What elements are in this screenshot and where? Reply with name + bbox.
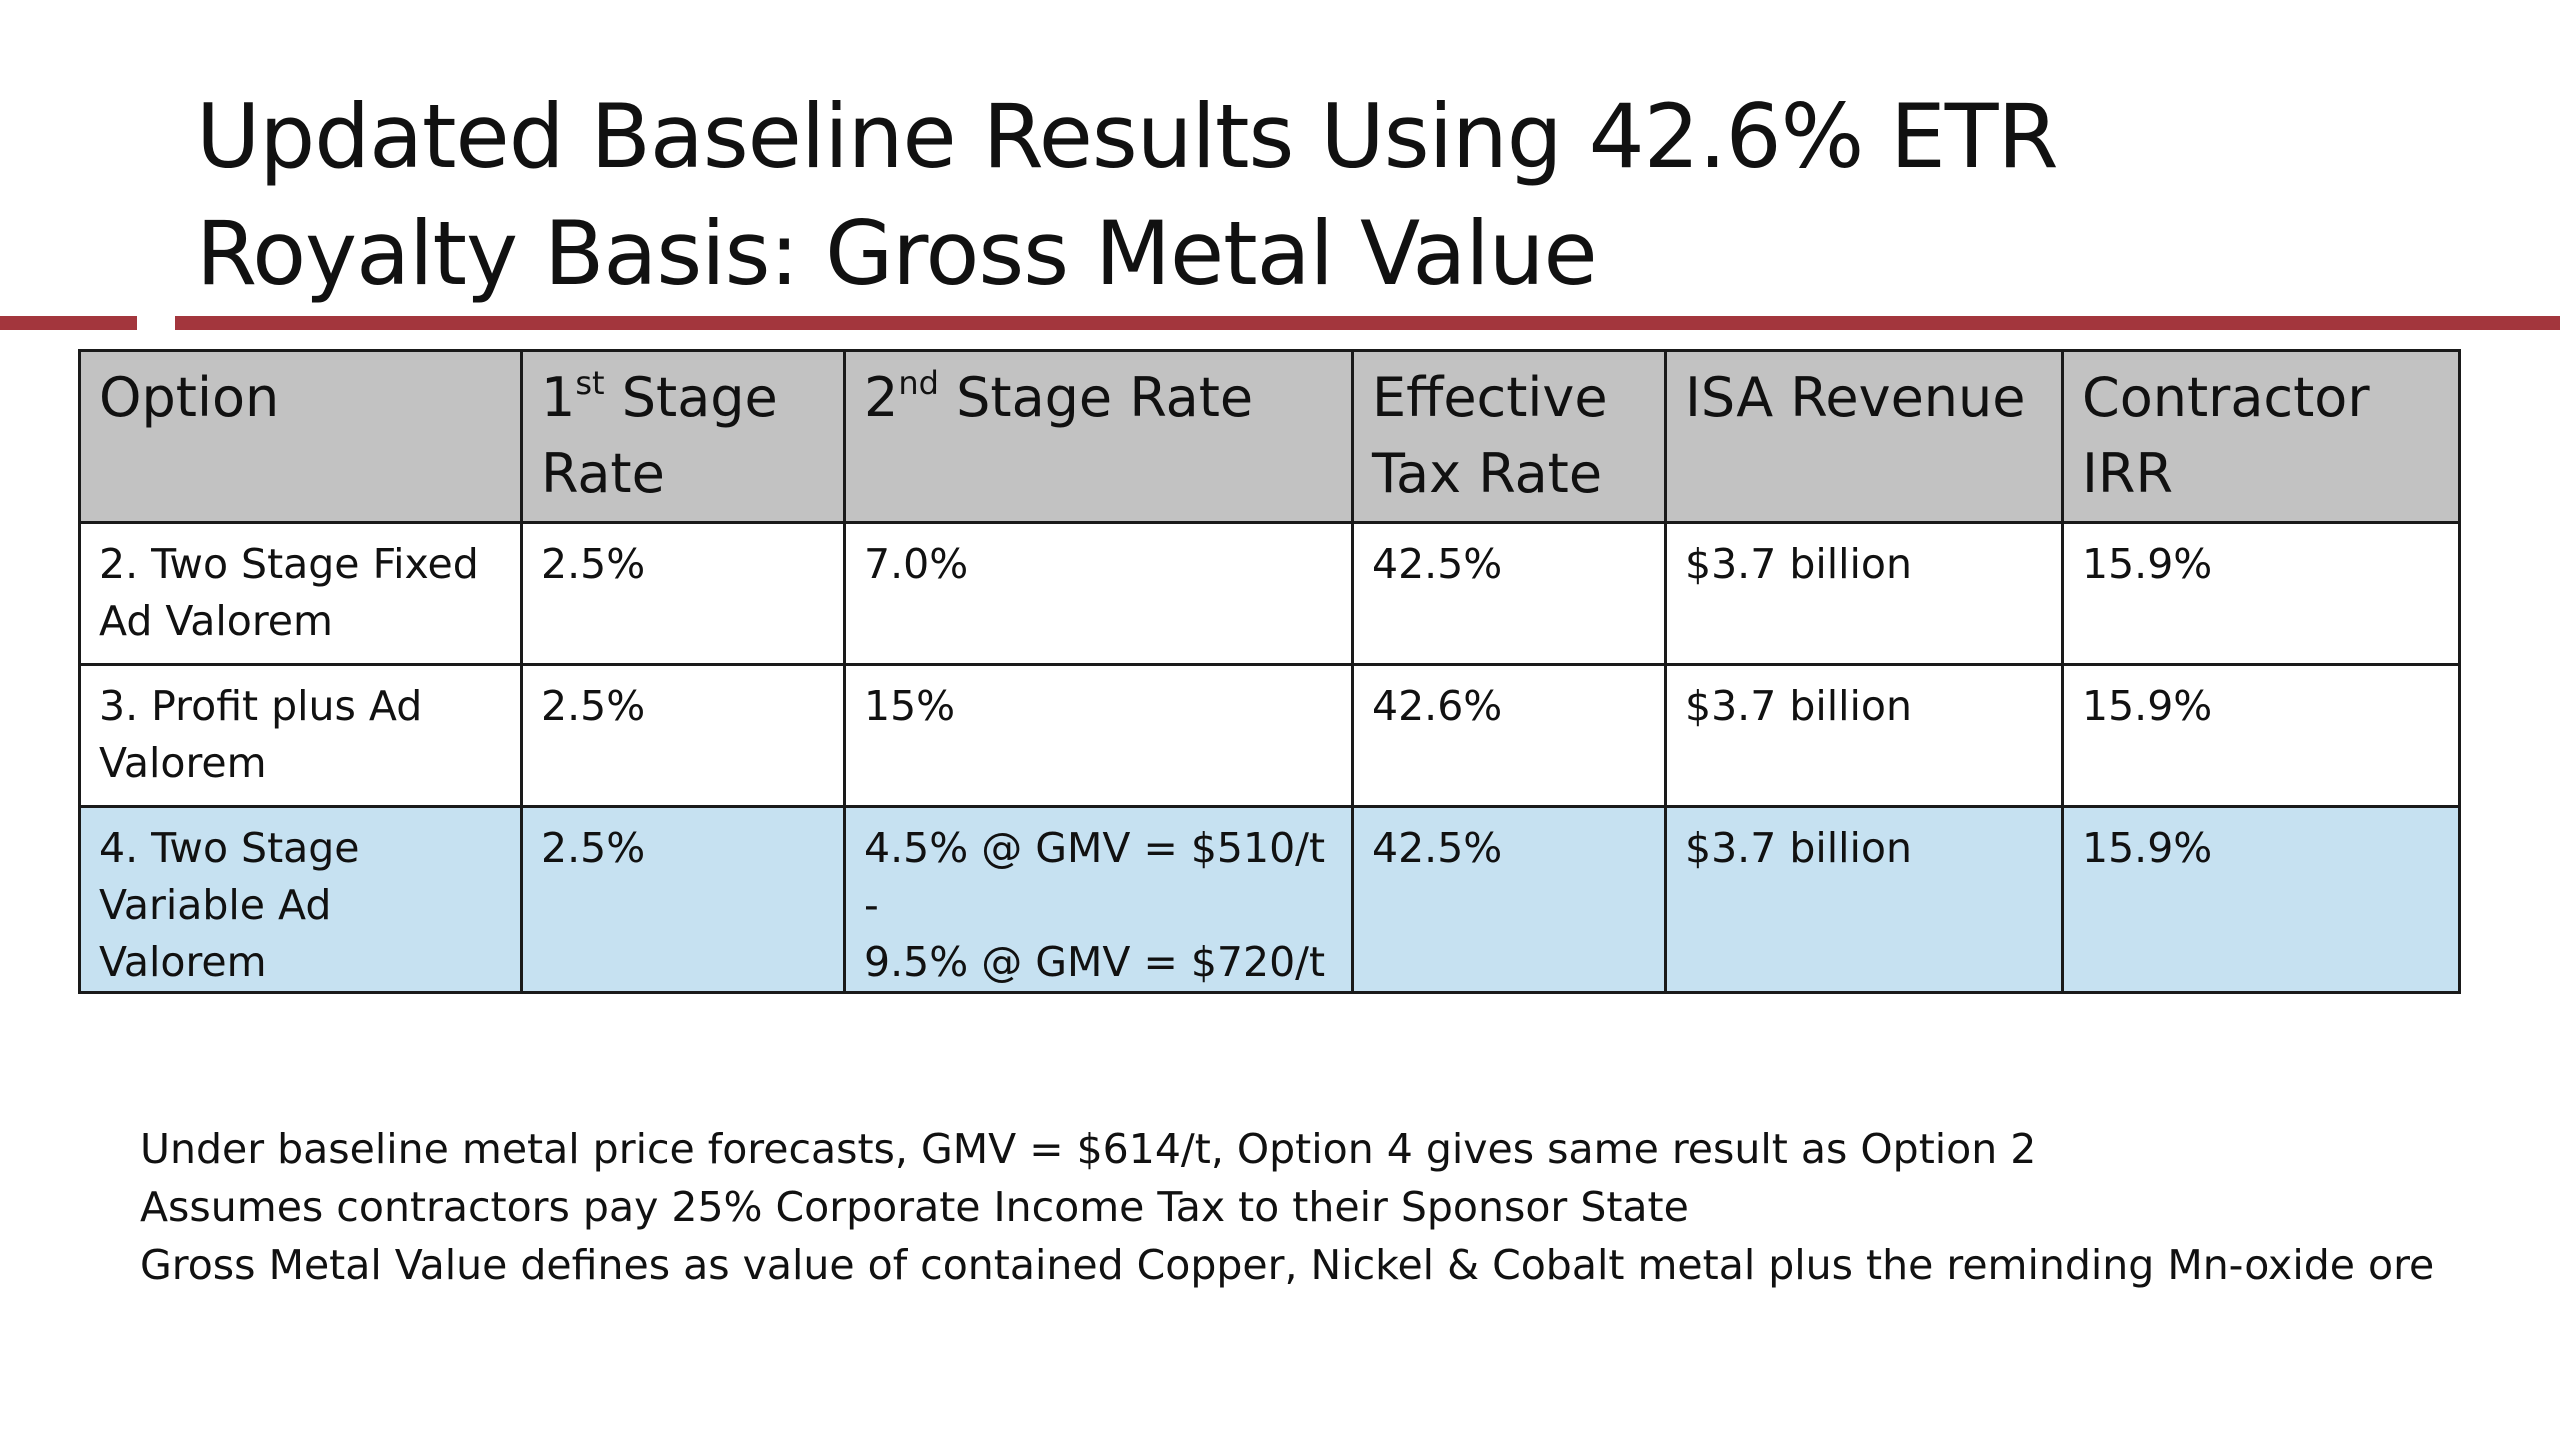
second-stage-rate-line-2: 9.5% @ GMV = $720/t: [864, 938, 1326, 986]
cell-option: 3. Profit plus Ad Valorem: [78, 663, 523, 808]
cell-option: 4. Two Stage Variable Ad Valorem: [78, 805, 523, 994]
header-contractor-irr: Contractor IRR: [2061, 349, 2461, 524]
cell-second-stage-rate: 4.5% @ GMV = $510/t - 9.5% @ GMV = $720/t: [843, 805, 1354, 994]
second-stage-rate-line-1: 4.5% @ GMV = $510/t -: [864, 824, 1326, 929]
footnotes: Under baseline metal price forecasts, GM…: [140, 1120, 2434, 1294]
cell-contractor-irr: 15.9%: [2061, 663, 2461, 808]
header-first-stage-text: Stage Rate: [541, 366, 778, 505]
cell-contractor-irr: 15.9%: [2061, 521, 2461, 666]
cell-isa-revenue: $3.7 billion: [1664, 663, 2064, 808]
header-first-stage-number: 1: [541, 366, 576, 429]
header-option: Option: [78, 349, 523, 524]
table-header-row: Option 1st Stage Rate 2nd Stage Rate Eff…: [78, 349, 2461, 524]
header-effective-tax-rate: Effective Tax Rate: [1351, 349, 1667, 524]
cell-contractor-irr: 15.9%: [2061, 805, 2461, 994]
title-divider-left: [0, 316, 137, 330]
cell-second-stage-rate: 15%: [843, 663, 1354, 808]
results-table: Option 1st Stage Rate 2nd Stage Rate Eff…: [78, 349, 2461, 994]
cell-effective-tax-rate: 42.5%: [1351, 805, 1667, 994]
header-second-stage-rate: 2nd Stage Rate: [843, 349, 1354, 524]
cell-first-stage-rate: 2.5%: [520, 805, 846, 994]
header-first-stage-rate: 1st Stage Rate: [520, 349, 846, 524]
cell-isa-revenue: $3.7 billion: [1664, 521, 2064, 666]
header-second-stage-text: Stage Rate: [938, 366, 1254, 429]
cell-option: 2. Two Stage Fixed Ad Valorem: [78, 521, 523, 666]
header-second-stage-superscript: nd: [898, 364, 939, 402]
title-divider-right: [175, 316, 2560, 330]
table-row: 2. Two Stage Fixed Ad Valorem 2.5% 7.0% …: [78, 521, 2461, 666]
header-second-stage-number: 2: [864, 366, 899, 429]
cell-first-stage-rate: 2.5%: [520, 521, 846, 666]
footnote-line: Gross Metal Value defines as value of co…: [140, 1241, 2435, 1289]
header-isa-revenue: ISA Revenue: [1664, 349, 2064, 524]
table-row: 3. Profit plus Ad Valorem 2.5% 15% 42.6%…: [78, 663, 2461, 808]
table-row-highlighted: 4. Two Stage Variable Ad Valorem 2.5% 4.…: [78, 805, 2461, 994]
cell-first-stage-rate: 2.5%: [520, 663, 846, 808]
slide-title-line-1: Updated Baseline Results Using 42.6% ETR: [196, 85, 2059, 188]
footnote-line: Under baseline metal price forecasts, GM…: [140, 1125, 2037, 1173]
cell-effective-tax-rate: 42.6%: [1351, 663, 1667, 808]
footnote-line: Assumes contractors pay 25% Corporate In…: [140, 1183, 1689, 1231]
cell-second-stage-rate: 7.0%: [843, 521, 1354, 666]
slide-title-line-2: Royalty Basis: Gross Metal Value: [196, 202, 1598, 305]
cell-effective-tax-rate: 42.5%: [1351, 521, 1667, 666]
slide-title: Updated Baseline Results Using 42.6% ETR…: [196, 78, 2059, 312]
header-first-stage-superscript: st: [575, 364, 605, 402]
cell-isa-revenue: $3.7 billion: [1664, 805, 2064, 994]
